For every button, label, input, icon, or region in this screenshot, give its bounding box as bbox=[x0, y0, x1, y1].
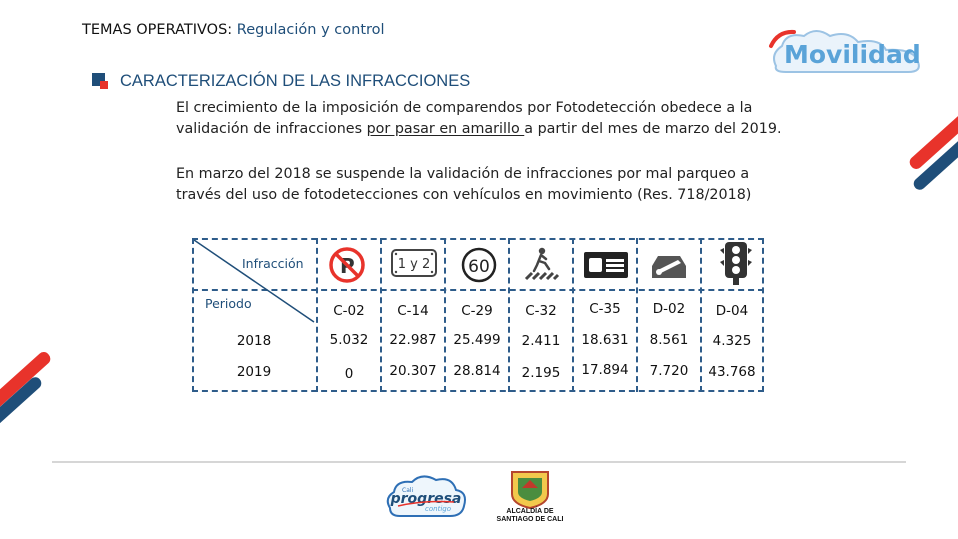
value-cell: 17.894 bbox=[581, 362, 629, 378]
no-parking-icon: P bbox=[329, 247, 365, 283]
svg-text:Cali: Cali bbox=[402, 487, 414, 494]
section-heading: CARACTERIZACIÓN DE LAS INFRACCIONES bbox=[92, 72, 470, 91]
table-col-divider bbox=[636, 238, 638, 392]
movilidad-logo: Movilidad bbox=[769, 29, 921, 73]
table-col-divider bbox=[508, 238, 510, 392]
value-cell: 18.631 bbox=[581, 332, 629, 348]
value-cell: 4.325 bbox=[712, 333, 752, 349]
value-cell: 2.195 bbox=[521, 365, 561, 381]
speed-value: 60 bbox=[468, 257, 490, 277]
table-col-divider bbox=[444, 238, 446, 392]
table-header-divider bbox=[192, 289, 764, 291]
svg-text:progresa: progresa bbox=[390, 491, 462, 507]
corner-label-infraccion: Infracción bbox=[242, 256, 304, 271]
paragraph-2-line-1: En marzo del 2018 se suspende la validac… bbox=[176, 166, 750, 182]
code-cell: D-02 bbox=[652, 301, 686, 317]
code-cell: C-29 bbox=[461, 303, 493, 319]
table-col-divider bbox=[380, 238, 382, 392]
value-cell: 28.814 bbox=[453, 363, 501, 379]
code-cell: C-32 bbox=[525, 303, 557, 319]
alcaldia-name: ALCALDÍA DE SANTIAGO DE CALI bbox=[496, 508, 564, 523]
corner-label-periodo: Periodo bbox=[205, 296, 252, 311]
table-col-divider bbox=[572, 238, 574, 392]
row-year-2018: 2018 bbox=[236, 333, 272, 349]
corner-diagonal bbox=[194, 240, 315, 323]
value-cell: 43.768 bbox=[708, 364, 756, 380]
plate-text: 1 y 2 bbox=[398, 257, 431, 272]
paragraph-1-line-1: El crecimiento de la imposición de compa… bbox=[176, 100, 753, 116]
pico-y-placa-icon: 1 y 2 bbox=[391, 249, 437, 277]
table-col-divider bbox=[700, 238, 702, 392]
code-cell: C-14 bbox=[397, 303, 429, 319]
page-header: TEMAS OPERATIVOS: Regulación y control bbox=[82, 22, 385, 38]
traffic-light-icon bbox=[720, 242, 752, 285]
value-cell: 25.499 bbox=[453, 332, 501, 348]
section-title: CARACTERIZACIÓN DE LAS INFRACCIONES bbox=[120, 72, 471, 90]
header-title: TEMAS OPERATIVOS: bbox=[82, 22, 233, 38]
vehicle-inspection-icon bbox=[652, 256, 686, 278]
code-cell: C-02 bbox=[333, 303, 365, 319]
code-cell: C-35 bbox=[589, 301, 621, 317]
license-plate-icon bbox=[584, 252, 628, 278]
paragraph-1: El crecimiento de la imposición de compa… bbox=[176, 98, 816, 140]
value-cell: 2.411 bbox=[521, 333, 561, 349]
svg-text:contigo: contigo bbox=[425, 505, 451, 513]
value-cell: 5.032 bbox=[329, 332, 369, 348]
value-cell: 8.561 bbox=[649, 332, 689, 348]
paragraph-2-line-2: través del uso de fotodetecciones con ve… bbox=[176, 187, 752, 203]
bullet-square-icon bbox=[92, 72, 112, 91]
pedestrian-crossing-icon bbox=[524, 247, 560, 281]
value-cell: 0 bbox=[344, 366, 354, 382]
value-cell: 20.307 bbox=[389, 363, 437, 379]
alcaldia-shield-logo bbox=[511, 471, 549, 510]
speed-limit-icon: 60 bbox=[461, 247, 497, 283]
table-col-divider bbox=[316, 238, 318, 392]
footer-divider bbox=[52, 461, 906, 463]
infractions-table bbox=[192, 238, 764, 392]
movilidad-logo-text: Movilidad bbox=[784, 40, 921, 69]
header-subtitle: Regulación y control bbox=[236, 22, 385, 38]
paragraph-2: En marzo del 2018 se suspende la validac… bbox=[176, 164, 816, 206]
value-cell: 22.987 bbox=[389, 332, 437, 348]
code-cell: D-04 bbox=[715, 303, 749, 319]
value-cell: 7.720 bbox=[649, 363, 689, 379]
row-year-2019: 2019 bbox=[236, 364, 272, 380]
underlined-phrase: por pasar en amarillo bbox=[366, 121, 525, 137]
cali-progresa-logo: Cali progresa contigo bbox=[386, 475, 466, 517]
paragraph-1-line-2: validación de infracciones por pasar en … bbox=[176, 121, 782, 137]
